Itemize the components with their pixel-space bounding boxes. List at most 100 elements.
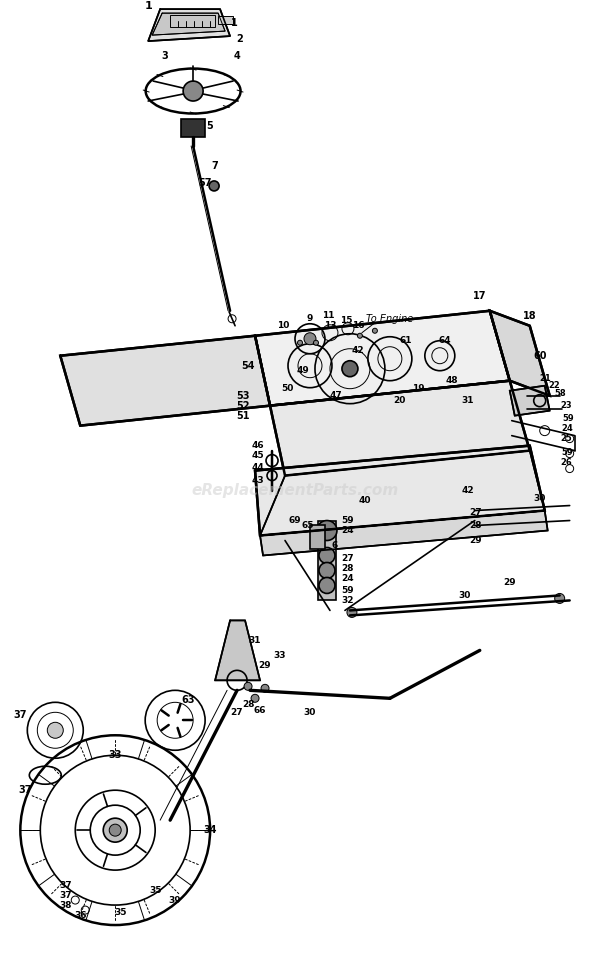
Text: 34: 34 (204, 825, 217, 835)
Circle shape (103, 818, 127, 842)
Text: 60: 60 (533, 351, 546, 360)
Polygon shape (260, 451, 545, 535)
Bar (318, 521, 336, 601)
Text: 65: 65 (301, 521, 314, 530)
Text: To Engine: To Engine (366, 314, 414, 324)
Text: 39: 39 (169, 896, 182, 904)
Text: 33: 33 (274, 651, 286, 660)
Text: 59: 59 (561, 448, 572, 457)
Polygon shape (255, 446, 545, 535)
Text: 30: 30 (458, 591, 471, 600)
Polygon shape (215, 621, 260, 680)
Text: 27: 27 (470, 508, 482, 517)
Circle shape (105, 820, 125, 840)
Text: 59: 59 (342, 586, 354, 595)
Circle shape (244, 682, 252, 690)
Text: 18: 18 (523, 310, 536, 321)
Text: 17: 17 (473, 291, 487, 301)
Circle shape (251, 694, 259, 702)
Text: 44: 44 (252, 463, 264, 472)
Polygon shape (152, 13, 225, 36)
Text: 28: 28 (470, 521, 482, 530)
Text: 24: 24 (342, 574, 354, 583)
Text: 11: 11 (322, 311, 334, 320)
Bar (170, 15, 215, 27)
Text: 24: 24 (342, 526, 354, 535)
Polygon shape (510, 385, 550, 416)
Text: 13: 13 (324, 321, 336, 331)
Text: 52: 52 (237, 401, 250, 410)
Text: 27: 27 (342, 554, 354, 563)
Text: 33: 33 (109, 751, 122, 760)
Text: 35: 35 (114, 907, 126, 917)
Text: 4: 4 (234, 51, 241, 62)
Text: 59: 59 (562, 414, 573, 423)
Text: 28: 28 (342, 564, 354, 573)
Text: 25: 25 (561, 434, 572, 443)
Text: 2: 2 (237, 34, 244, 44)
Text: 42: 42 (352, 346, 364, 356)
Text: 29: 29 (259, 661, 271, 670)
Text: 31: 31 (461, 396, 474, 406)
Text: 66: 66 (254, 705, 266, 715)
Text: 49: 49 (297, 366, 309, 375)
Circle shape (183, 81, 203, 101)
Text: 38: 38 (59, 900, 71, 909)
Text: 53: 53 (237, 391, 250, 401)
Text: 37: 37 (14, 710, 27, 721)
Text: 35: 35 (149, 886, 162, 895)
Circle shape (342, 360, 358, 377)
Text: 46: 46 (252, 441, 264, 450)
Text: 37: 37 (59, 880, 71, 890)
Circle shape (555, 594, 565, 604)
Text: 54: 54 (241, 360, 255, 371)
Polygon shape (255, 310, 510, 406)
Polygon shape (60, 335, 270, 426)
Polygon shape (260, 510, 548, 555)
Text: 58: 58 (554, 389, 565, 398)
Text: 40: 40 (359, 496, 371, 505)
Text: 57: 57 (198, 178, 212, 188)
Circle shape (347, 607, 357, 617)
Text: 19: 19 (412, 384, 424, 393)
Text: 10: 10 (277, 321, 289, 331)
Text: 63: 63 (181, 696, 195, 705)
Text: 20: 20 (394, 396, 406, 406)
Text: 5: 5 (206, 121, 214, 131)
Text: 61: 61 (399, 336, 412, 345)
Text: 27: 27 (230, 708, 242, 717)
Circle shape (319, 578, 335, 594)
Circle shape (297, 340, 303, 345)
Text: 16: 16 (352, 321, 364, 331)
Text: 1: 1 (231, 18, 237, 28)
Polygon shape (270, 381, 530, 476)
Text: 45: 45 (252, 451, 264, 460)
Text: 51: 51 (237, 410, 250, 421)
Circle shape (372, 329, 378, 333)
Circle shape (261, 684, 269, 692)
Bar (181, 119, 205, 137)
Text: 9: 9 (307, 314, 313, 323)
Text: 29: 29 (503, 578, 516, 587)
Text: 22: 22 (549, 382, 560, 390)
Text: 26: 26 (561, 458, 572, 467)
Text: 31: 31 (249, 636, 261, 645)
Circle shape (109, 825, 121, 836)
Text: 29: 29 (470, 536, 482, 545)
Text: 7: 7 (212, 160, 218, 171)
Bar (218, 16, 233, 24)
Text: 24: 24 (562, 424, 573, 433)
Text: 36: 36 (74, 911, 87, 920)
Text: 48: 48 (445, 376, 458, 385)
Circle shape (47, 723, 63, 738)
Bar (310, 525, 325, 550)
Text: 37: 37 (59, 891, 71, 899)
Circle shape (313, 340, 319, 345)
Text: 43: 43 (252, 476, 264, 485)
Text: 32: 32 (342, 596, 354, 604)
Text: 28: 28 (242, 700, 254, 709)
Circle shape (319, 562, 335, 579)
Text: 23: 23 (561, 401, 572, 410)
Circle shape (304, 333, 316, 345)
Text: 30: 30 (304, 708, 316, 717)
